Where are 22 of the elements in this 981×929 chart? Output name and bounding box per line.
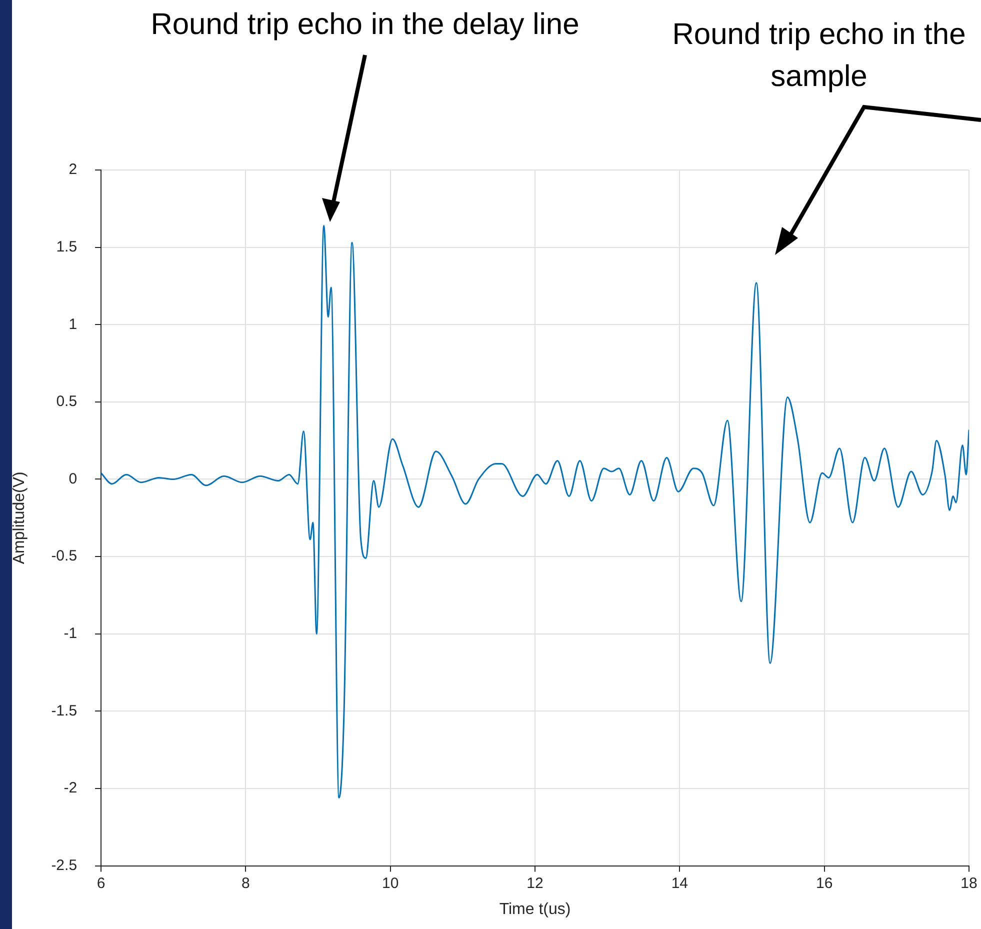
x-tick-label: 16 [816, 874, 833, 892]
text: Round trip echo in the delay line [150, 7, 580, 43]
y-tick-label: -1 [64, 625, 78, 642]
y-tick-label: 0.5 [56, 393, 78, 410]
y-tick-label: -2.5 [51, 856, 78, 874]
x-tick-label: 8 [242, 874, 250, 892]
line-series [101, 224, 969, 799]
x-tick-label: 12 [526, 874, 544, 892]
x-tick-label: 10 [382, 874, 399, 892]
x-tick-label: 6 [96, 874, 106, 892]
y-tick-label: 2 [68, 161, 78, 178]
y-tick-label: 1.5 [56, 238, 78, 256]
x-axis-title: Time t(us) [499, 900, 571, 918]
y-tick-label: -2 [64, 780, 78, 797]
text: Round trip echo in the sample [671, 17, 967, 95]
y-tick-label: 0 [68, 470, 78, 488]
x-tick-label: 14 [671, 874, 688, 892]
x-tick-label: 18 [960, 874, 978, 892]
y-tick-label: -0.5 [51, 548, 78, 565]
y-axis-title: Amplitude(V) [11, 472, 28, 564]
y-tick-label: -1.5 [51, 702, 78, 720]
y-tick-label: 1 [68, 316, 78, 333]
